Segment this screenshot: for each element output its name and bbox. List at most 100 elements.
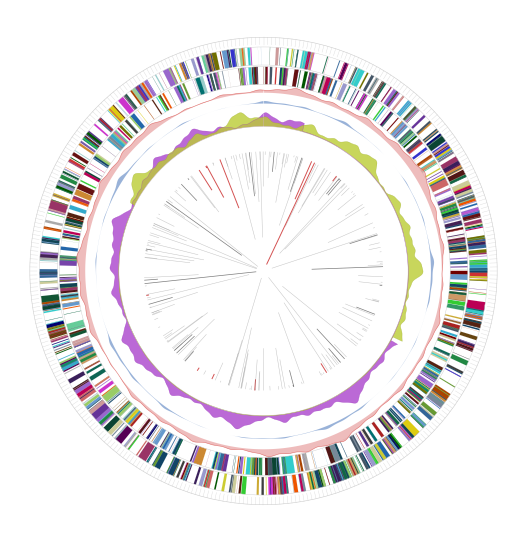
- Wedge shape: [65, 222, 82, 227]
- Wedge shape: [319, 76, 325, 93]
- Wedge shape: [40, 272, 57, 275]
- Wedge shape: [278, 457, 280, 475]
- Wedge shape: [79, 143, 94, 155]
- Wedge shape: [152, 450, 163, 467]
- Wedge shape: [380, 111, 392, 126]
- Wedge shape: [53, 195, 70, 201]
- Wedge shape: [80, 352, 96, 363]
- Wedge shape: [79, 351, 97, 365]
- Wedge shape: [82, 137, 99, 150]
- Wedge shape: [173, 460, 181, 476]
- Wedge shape: [90, 163, 105, 173]
- Wedge shape: [444, 318, 462, 322]
- Wedge shape: [48, 210, 65, 215]
- Wedge shape: [401, 104, 413, 118]
- Wedge shape: [250, 47, 251, 66]
- Wedge shape: [59, 274, 77, 275]
- Wedge shape: [458, 339, 475, 345]
- Wedge shape: [242, 68, 246, 85]
- Wedge shape: [216, 72, 220, 89]
- Wedge shape: [231, 475, 235, 493]
- Wedge shape: [457, 195, 475, 203]
- Wedge shape: [60, 283, 78, 292]
- Wedge shape: [449, 288, 467, 292]
- Wedge shape: [467, 235, 485, 241]
- Wedge shape: [196, 57, 201, 75]
- Wedge shape: [462, 327, 479, 332]
- Wedge shape: [158, 95, 169, 111]
- Wedge shape: [437, 337, 455, 345]
- Wedge shape: [433, 349, 450, 356]
- Wedge shape: [438, 337, 455, 344]
- Wedge shape: [301, 453, 310, 471]
- Wedge shape: [380, 112, 393, 127]
- Wedge shape: [279, 48, 281, 66]
- Wedge shape: [122, 124, 134, 137]
- Wedge shape: [241, 48, 245, 66]
- Wedge shape: [285, 48, 289, 66]
- Wedge shape: [125, 119, 138, 134]
- Wedge shape: [406, 389, 422, 402]
- Wedge shape: [197, 76, 208, 95]
- Wedge shape: [400, 131, 416, 146]
- Wedge shape: [239, 456, 244, 474]
- Wedge shape: [116, 400, 130, 414]
- Wedge shape: [128, 410, 141, 425]
- Wedge shape: [469, 255, 487, 257]
- Wedge shape: [276, 457, 278, 475]
- Wedge shape: [217, 72, 222, 89]
- Wedge shape: [61, 297, 79, 301]
- Wedge shape: [72, 198, 89, 207]
- Wedge shape: [61, 296, 79, 299]
- Wedge shape: [319, 469, 326, 487]
- Wedge shape: [171, 438, 180, 454]
- Wedge shape: [401, 397, 414, 410]
- Wedge shape: [469, 288, 487, 290]
- Wedge shape: [443, 162, 461, 173]
- Wedge shape: [442, 324, 460, 332]
- Wedge shape: [123, 94, 138, 111]
- Wedge shape: [208, 54, 213, 72]
- Wedge shape: [41, 241, 60, 244]
- Wedge shape: [366, 426, 378, 442]
- Wedge shape: [469, 261, 487, 270]
- Wedge shape: [168, 436, 177, 452]
- Wedge shape: [64, 227, 81, 232]
- Wedge shape: [349, 89, 357, 105]
- Wedge shape: [420, 160, 436, 171]
- Wedge shape: [393, 123, 405, 136]
- Wedge shape: [167, 457, 177, 474]
- Wedge shape: [272, 476, 277, 495]
- Wedge shape: [83, 136, 100, 149]
- Wedge shape: [380, 416, 392, 430]
- Wedge shape: [74, 189, 93, 201]
- Wedge shape: [397, 427, 409, 441]
- Wedge shape: [117, 401, 130, 414]
- Wedge shape: [59, 260, 77, 266]
- Wedge shape: [230, 49, 237, 67]
- Wedge shape: [67, 371, 85, 384]
- Wedge shape: [469, 261, 487, 262]
- Wedge shape: [60, 257, 77, 259]
- Wedge shape: [93, 157, 109, 167]
- Wedge shape: [398, 130, 412, 143]
- Wedge shape: [229, 474, 233, 493]
- Wedge shape: [319, 76, 327, 94]
- Wedge shape: [419, 405, 433, 417]
- Wedge shape: [312, 74, 317, 91]
- Wedge shape: [205, 470, 212, 488]
- Wedge shape: [174, 439, 183, 455]
- Wedge shape: [48, 330, 67, 339]
- Wedge shape: [434, 145, 449, 156]
- Wedge shape: [85, 396, 102, 410]
- Wedge shape: [310, 451, 316, 469]
- Wedge shape: [126, 434, 137, 448]
- Wedge shape: [269, 67, 272, 85]
- Wedge shape: [390, 121, 403, 134]
- Wedge shape: [279, 476, 282, 494]
- Wedge shape: [457, 341, 474, 349]
- Wedge shape: [42, 304, 61, 310]
- Wedge shape: [440, 203, 457, 211]
- Wedge shape: [185, 61, 192, 78]
- Wedge shape: [184, 464, 192, 481]
